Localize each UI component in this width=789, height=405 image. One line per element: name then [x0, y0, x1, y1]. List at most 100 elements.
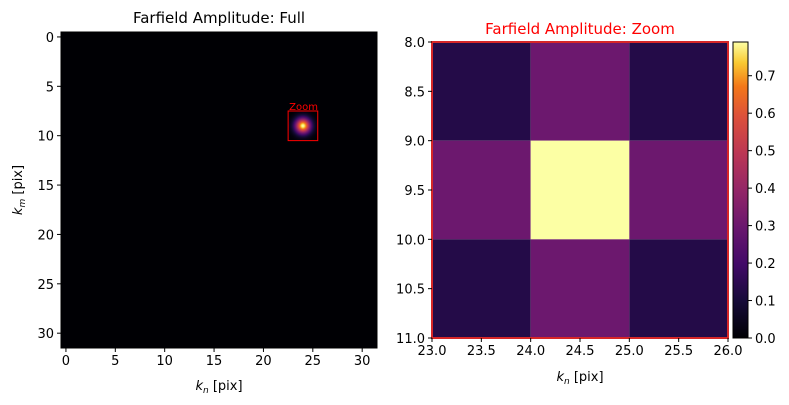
spot-cells	[288, 111, 319, 141]
spot-cell	[305, 120, 308, 123]
spot-cell	[307, 136, 310, 138]
spot-cell	[310, 123, 313, 126]
spot-cell	[289, 134, 291, 136]
spot-cell	[292, 138, 294, 140]
spot-cell	[298, 124, 301, 127]
spot-cell	[303, 121, 306, 124]
spot-cell	[299, 129, 302, 132]
spot-cell	[303, 113, 306, 116]
spot-cell	[296, 117, 298, 120]
spot-cell	[306, 131, 309, 134]
spot-cell	[311, 130, 314, 133]
spot-cell	[308, 135, 311, 137]
spot-cell	[314, 128, 317, 131]
zoom-y-ticks: 8.0 8.5 9.0 9.5 10.0 10.5 11.0	[396, 36, 432, 347]
spot-cell	[301, 114, 304, 117]
spot-cell	[310, 130, 313, 133]
spot-cell	[304, 137, 307, 139]
spot-cell	[303, 112, 306, 115]
spot-cell	[288, 111, 290, 114]
spot-cell	[302, 125, 305, 128]
spot-cell	[308, 112, 311, 115]
spot-cell	[295, 111, 297, 113]
spot-cell	[313, 118, 316, 121]
spot-cell	[299, 133, 302, 135]
spot-cell	[304, 116, 307, 119]
spot-cell	[312, 113, 315, 116]
spot-cell	[288, 137, 290, 139]
spot-cell	[294, 136, 296, 138]
spot-cell	[293, 124, 295, 127]
spot-cell	[288, 117, 290, 120]
spot-cell	[300, 111, 303, 113]
spot-cell	[312, 137, 315, 139]
spot-cell	[306, 123, 309, 126]
spot-cell	[303, 115, 306, 118]
spot-cell	[290, 136, 292, 138]
spot-cell	[308, 116, 311, 119]
spot-cell	[305, 121, 308, 124]
spot-cell	[304, 122, 307, 125]
x-tick-label: 24.5	[566, 344, 595, 359]
full-x-axis-label: kn [pix]	[195, 379, 242, 396]
spot-cell	[298, 123, 301, 126]
spot-cell	[290, 125, 292, 128]
y-tick-label: 30	[37, 327, 54, 342]
spot-cell	[296, 137, 298, 139]
spot-cell	[297, 111, 299, 114]
spot-cell	[301, 123, 304, 126]
spot-cell	[298, 136, 300, 138]
spot-cell	[307, 112, 310, 115]
spot-cell	[309, 119, 312, 122]
spot-cell	[306, 124, 309, 127]
spot-cell	[311, 123, 314, 126]
spot-cell	[315, 136, 318, 138]
spot-cell	[291, 138, 293, 140]
spot-cell	[290, 135, 292, 137]
spot-cell	[307, 118, 310, 121]
spot-cell	[313, 111, 316, 113]
spot-cell	[315, 126, 318, 129]
spot-cell	[293, 133, 295, 135]
spot-cell	[300, 134, 303, 136]
spot-cell	[293, 113, 295, 116]
spot-cell	[304, 117, 307, 120]
spot-cell	[305, 117, 308, 120]
spot-cell	[301, 129, 304, 132]
y-tick-label: 8.5	[404, 85, 425, 100]
spot-cell	[292, 121, 294, 124]
y-tick-label: 10.0	[396, 233, 425, 248]
spot-cell	[300, 130, 303, 133]
spot-cell	[311, 125, 314, 128]
spot-cell	[309, 129, 312, 132]
spot-cell	[311, 135, 314, 137]
spot-cell	[293, 114, 295, 117]
spot-cell	[303, 134, 306, 136]
spot-cell	[309, 112, 312, 115]
spot-cell	[293, 117, 295, 120]
spot-cell	[302, 132, 305, 135]
spot-cell	[290, 118, 292, 121]
spot-cell	[292, 131, 294, 134]
spot-cell	[294, 123, 296, 126]
spot-cell	[302, 123, 305, 126]
spot-cell	[310, 116, 313, 119]
y-tick-label: 8.0	[404, 36, 425, 51]
spot-cell	[303, 128, 306, 131]
spot-cell	[312, 132, 315, 135]
spot-cell	[304, 123, 307, 126]
zoom-cell	[629, 140, 728, 240]
spot-cell	[298, 122, 301, 125]
spot-cell	[306, 126, 309, 129]
spot-cell	[311, 134, 314, 136]
spot-cell	[310, 131, 313, 134]
spot-cell	[298, 117, 300, 120]
spot-cell	[304, 115, 307, 118]
spot-cell	[303, 120, 306, 123]
spot-cell	[305, 128, 308, 131]
colorbar-tick-label: 0.4	[755, 182, 776, 197]
spot-cell	[298, 136, 301, 138]
spot-cell	[290, 123, 292, 126]
spot-cell	[289, 135, 291, 137]
x-tick-label: 0	[62, 354, 70, 369]
